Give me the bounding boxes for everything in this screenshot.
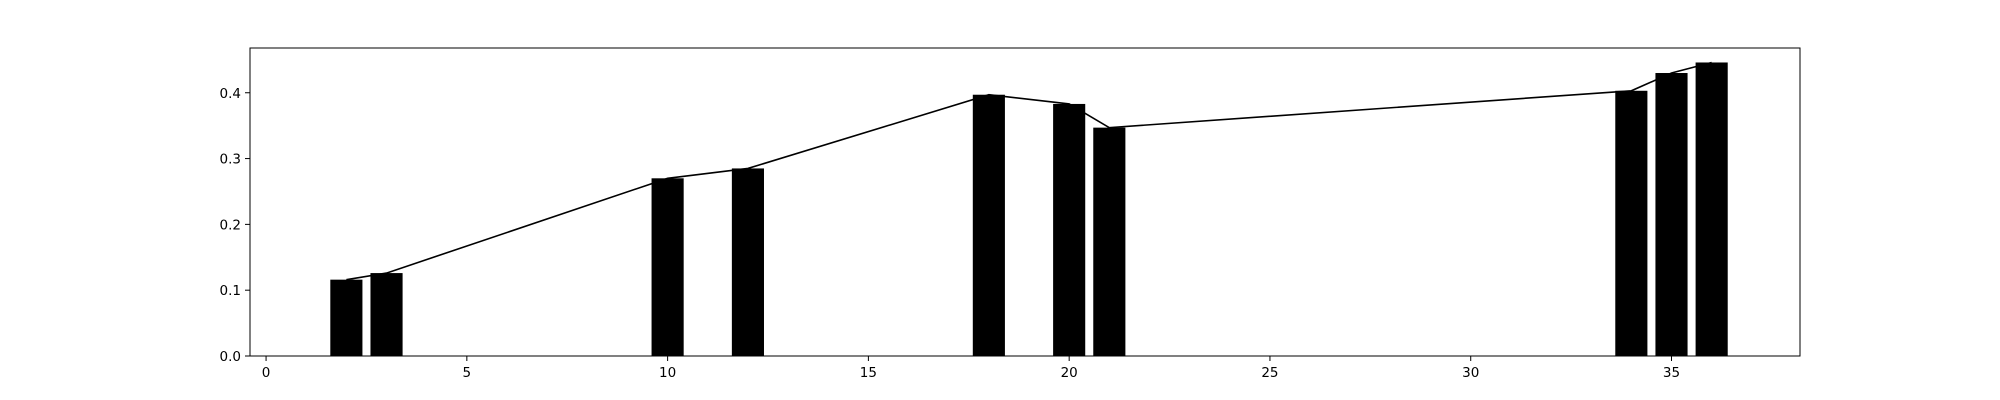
series-line-group bbox=[346, 61, 1712, 281]
y-axis: 0.0 0.1 0.2 0.3 0.4 bbox=[220, 86, 250, 365]
y-tick-label: 0.4 bbox=[220, 86, 241, 102]
y-tick-label: 0.1 bbox=[220, 283, 241, 299]
y-tick-label: 0.2 bbox=[220, 217, 241, 233]
bar bbox=[1615, 90, 1648, 357]
x-tick-label: 25 bbox=[1261, 365, 1278, 381]
bar bbox=[1695, 62, 1728, 356]
bar bbox=[370, 273, 403, 356]
x-tick-label: 15 bbox=[860, 365, 877, 381]
bar bbox=[1053, 103, 1086, 356]
series-line bbox=[346, 61, 1712, 281]
bar bbox=[1093, 127, 1126, 356]
bar bbox=[651, 178, 684, 356]
y-tick-label: 0.3 bbox=[220, 152, 241, 168]
plot-frame bbox=[249, 47, 1801, 357]
x-tick-label: 30 bbox=[1462, 365, 1479, 381]
bar bbox=[1655, 73, 1688, 356]
bars-group bbox=[330, 62, 1728, 357]
y-tick-label: 0.0 bbox=[220, 349, 241, 365]
x-tick-label: 20 bbox=[1061, 365, 1078, 381]
x-tick-label: 10 bbox=[659, 365, 676, 381]
bar bbox=[731, 168, 764, 356]
bar bbox=[330, 279, 363, 356]
x-tick-label: 35 bbox=[1663, 365, 1680, 381]
x-tick-label: 0 bbox=[262, 365, 271, 381]
x-axis: 0 5 10 15 20 25 30 35 bbox=[262, 356, 1680, 381]
x-tick-label: 5 bbox=[463, 365, 472, 381]
bar bbox=[972, 94, 1005, 356]
